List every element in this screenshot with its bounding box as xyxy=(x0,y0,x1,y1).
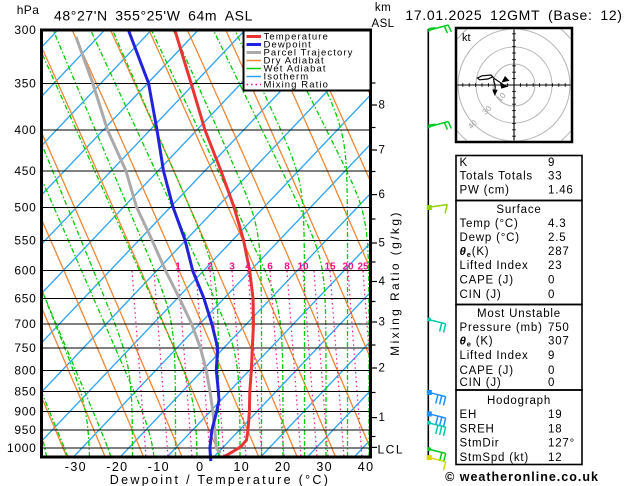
svg-text:0: 0 xyxy=(548,289,555,301)
svg-text:20: 20 xyxy=(342,262,354,273)
svg-text:Hodograph: Hodograph xyxy=(487,395,551,407)
svg-text:600: 600 xyxy=(14,264,36,278)
svg-text:8: 8 xyxy=(284,262,290,273)
svg-text:0: 0 xyxy=(548,365,555,377)
svg-text:3: 3 xyxy=(379,317,385,329)
svg-text:12: 12 xyxy=(548,452,562,464)
svg-text:Most Unstable: Most Unstable xyxy=(477,308,561,320)
svg-text:CAPE (J): CAPE (J) xyxy=(460,365,514,377)
svg-text:StmDir: StmDir xyxy=(460,438,500,450)
svg-text:700: 700 xyxy=(14,317,36,331)
svg-text:3: 3 xyxy=(229,262,235,273)
svg-text:1: 1 xyxy=(379,412,385,424)
svg-text:350: 350 xyxy=(14,77,36,91)
svg-text:1000: 1000 xyxy=(7,441,37,455)
svg-text:950: 950 xyxy=(14,423,36,437)
svg-text:Temp (°C): Temp (°C) xyxy=(460,218,519,230)
svg-text:Dewpoint: Dewpoint xyxy=(264,40,312,51)
svg-text:Lifted Index: Lifted Index xyxy=(460,350,529,362)
svg-text:0: 0 xyxy=(196,460,204,474)
svg-text:450: 450 xyxy=(14,164,36,178)
svg-text:500: 500 xyxy=(14,200,36,214)
svg-text:4: 4 xyxy=(245,262,251,273)
svg-text:ASL: ASL xyxy=(372,18,395,30)
svg-text:CAPE (J): CAPE (J) xyxy=(460,275,514,287)
svg-text:Totals Totals: Totals Totals xyxy=(460,171,533,183)
svg-text:900: 900 xyxy=(14,404,36,418)
svg-text:-30: -30 xyxy=(65,460,87,474)
svg-text:9: 9 xyxy=(548,157,555,169)
svg-text:CIN (J): CIN (J) xyxy=(460,377,502,389)
svg-text:650: 650 xyxy=(14,292,36,306)
svg-text:Mixing Ratio (g/kg): Mixing Ratio (g/kg) xyxy=(388,210,402,356)
svg-text:307: 307 xyxy=(548,336,570,348)
svg-text:750: 750 xyxy=(548,322,570,334)
svg-text:10: 10 xyxy=(297,262,309,273)
svg-text:6: 6 xyxy=(379,189,385,201)
svg-text:PW (cm): PW (cm) xyxy=(460,185,510,197)
svg-text:1.46: 1.46 xyxy=(548,185,574,197)
svg-text:km: km xyxy=(375,2,391,14)
svg-text:40: 40 xyxy=(358,460,375,474)
svg-text:400: 400 xyxy=(14,123,36,137)
svg-text:Mixing Ratio: Mixing Ratio xyxy=(264,80,329,91)
svg-text:kt: kt xyxy=(462,32,471,44)
svg-text:800: 800 xyxy=(14,364,36,378)
svg-text:0: 0 xyxy=(548,377,555,389)
svg-text:1: 1 xyxy=(175,262,181,273)
svg-text:-10: -10 xyxy=(148,460,170,474)
svg-text:Dry Adiabat: Dry Adiabat xyxy=(264,56,325,67)
svg-text:4: 4 xyxy=(379,276,386,288)
svg-text:850: 850 xyxy=(14,385,36,399)
svg-text:LCL: LCL xyxy=(378,442,405,456)
svg-text:EH: EH xyxy=(460,409,478,421)
svg-text:Temperature: Temperature xyxy=(264,32,329,43)
svg-text:8: 8 xyxy=(379,100,385,112)
svg-text:6: 6 xyxy=(267,262,273,273)
svg-text:2: 2 xyxy=(207,262,213,273)
svg-text:CIN (J): CIN (J) xyxy=(460,289,502,301)
svg-text:18: 18 xyxy=(548,423,562,435)
svg-text:2.5: 2.5 xyxy=(548,232,566,244)
svg-text:25: 25 xyxy=(357,262,369,273)
svg-text:hPa: hPa xyxy=(17,3,40,17)
svg-text:Surface: Surface xyxy=(496,204,541,216)
svg-text:23: 23 xyxy=(548,260,562,272)
svg-text:θe (K): θe (K) xyxy=(460,336,494,349)
svg-text:0: 0 xyxy=(548,275,555,287)
svg-text:Dewp (°C): Dewp (°C) xyxy=(460,232,520,244)
svg-text:19: 19 xyxy=(548,409,562,421)
svg-text:287: 287 xyxy=(548,246,570,258)
svg-text:9: 9 xyxy=(548,350,555,362)
svg-text:Pressure (mb): Pressure (mb) xyxy=(460,322,543,334)
svg-text:15: 15 xyxy=(324,262,336,273)
svg-text:K: K xyxy=(460,157,468,169)
svg-text:© weatheronline.co.uk: © weatheronline.co.uk xyxy=(445,470,599,484)
svg-text:Lifted Index: Lifted Index xyxy=(460,260,529,272)
svg-text:300: 300 xyxy=(14,23,36,37)
svg-text:48°27'N 355°25'W 64m ASL: 48°27'N 355°25'W 64m ASL xyxy=(54,8,253,24)
svg-text:30: 30 xyxy=(316,460,333,474)
svg-text:17.01.2025 12GMT (Base: 12): 17.01.2025 12GMT (Base: 12) xyxy=(405,7,622,23)
svg-text:20: 20 xyxy=(275,460,292,474)
svg-text:2: 2 xyxy=(379,363,385,375)
svg-text:127°: 127° xyxy=(548,438,575,450)
svg-text:33: 33 xyxy=(548,171,562,183)
svg-text:SREH: SREH xyxy=(460,423,495,435)
svg-text:4.3: 4.3 xyxy=(548,218,566,230)
svg-text:Dewpoint / Temperature (°C): Dewpoint / Temperature (°C) xyxy=(110,473,330,486)
svg-text:5: 5 xyxy=(379,238,385,250)
svg-text:750: 750 xyxy=(14,341,36,355)
svg-text:StmSpd (kt): StmSpd (kt) xyxy=(460,452,530,464)
svg-text:550: 550 xyxy=(14,234,36,248)
svg-text:Isotherm: Isotherm xyxy=(264,72,310,83)
svg-text:10: 10 xyxy=(233,460,250,474)
svg-text:-20: -20 xyxy=(106,460,128,474)
svg-text:θe(K): θe(K) xyxy=(460,246,490,259)
svg-text:Parcel Trajectory: Parcel Trajectory xyxy=(264,48,354,59)
svg-text:7: 7 xyxy=(379,145,385,157)
svg-text:Wet Adiabat: Wet Adiabat xyxy=(264,64,327,75)
